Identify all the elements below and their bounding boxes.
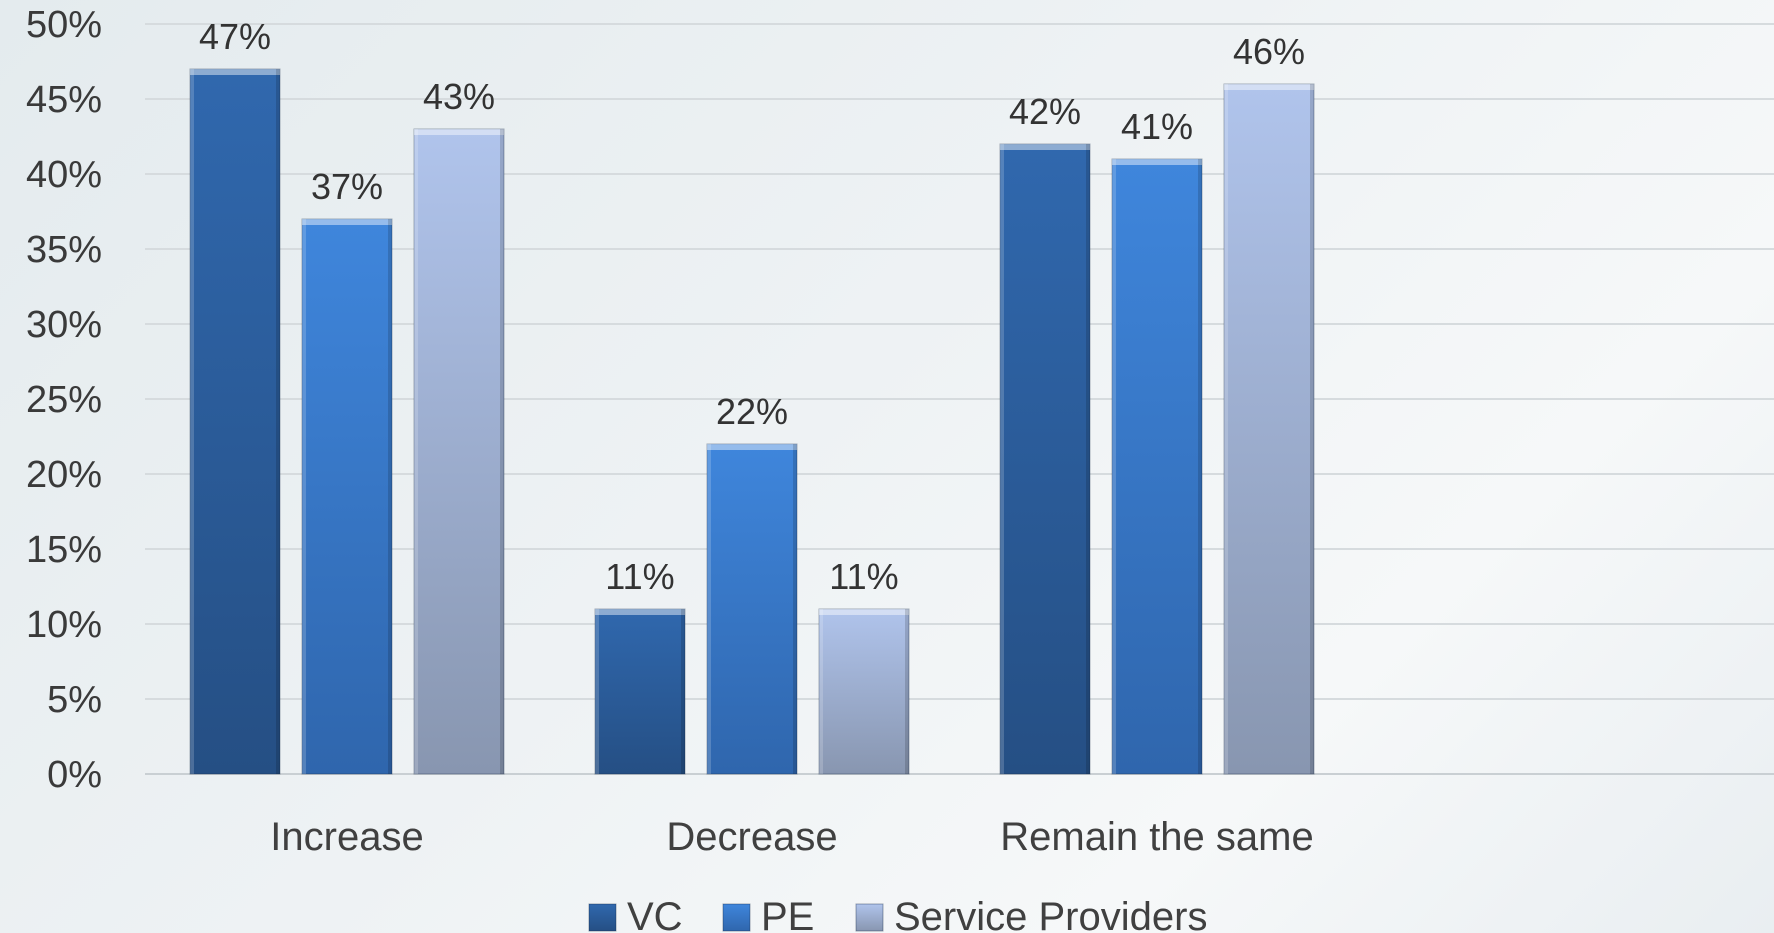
bar-left-bevel <box>1112 159 1116 774</box>
bar-right-bevel <box>500 129 504 774</box>
y-tick-label: 15% <box>26 529 102 571</box>
y-axis-tick-labels: 0% 5% 10% 15% 20% 25% 30% 35% 40% 45% 50% <box>26 4 102 796</box>
legend-item: PE <box>722 895 814 933</box>
bar-body <box>189 68 281 775</box>
bar-right-bevel <box>1198 159 1202 774</box>
legend-swatch <box>855 903 884 932</box>
bar-left-bevel <box>707 444 711 774</box>
data-label: 11% <box>829 556 898 597</box>
bar-body <box>1223 83 1315 775</box>
bar-left-bevel <box>819 609 823 774</box>
bar-right-bevel <box>1086 144 1090 774</box>
bar-top-bevel <box>1224 84 1314 90</box>
bar <box>189 68 281 775</box>
bar-body <box>413 128 505 775</box>
bar-left-bevel <box>595 609 599 774</box>
bar <box>413 128 505 775</box>
bar-top-bevel <box>414 129 504 135</box>
bar-top-bevel <box>707 444 797 450</box>
category-label: Remain the same <box>1000 815 1313 859</box>
legend-label: PE <box>761 895 814 933</box>
legend-label: VC <box>627 895 683 933</box>
bar-right-bevel <box>681 609 685 774</box>
y-tick-label: 30% <box>26 304 102 346</box>
data-label: 41% <box>1121 106 1193 147</box>
bar-left-bevel <box>1224 84 1228 774</box>
bar <box>818 608 910 775</box>
y-tick-label: 20% <box>26 454 102 496</box>
bar <box>1111 158 1203 775</box>
bar-top-bevel <box>595 609 685 615</box>
legend-label: Service Providers <box>894 895 1207 933</box>
bar-body <box>594 608 686 775</box>
y-tick-label: 10% <box>26 604 102 646</box>
bar-left-bevel <box>302 219 306 774</box>
y-tick-label: 25% <box>26 379 102 421</box>
bar-left-bevel <box>1000 144 1004 774</box>
bar-body <box>1111 158 1203 775</box>
y-tick-label: 50% <box>26 4 102 46</box>
bar-right-bevel <box>905 609 909 774</box>
bar-top-bevel <box>190 69 280 75</box>
bar <box>594 608 686 775</box>
bar-body <box>999 143 1091 775</box>
bar-top-bevel <box>819 609 909 615</box>
category-labels: Increase Decrease Remain the same <box>270 815 1313 859</box>
data-label: 11% <box>605 556 674 597</box>
category-label: Decrease <box>666 815 837 859</box>
data-label: 42% <box>1009 91 1081 132</box>
bar <box>301 218 393 775</box>
bar-right-bevel <box>276 69 280 774</box>
bar-body <box>818 608 910 775</box>
bar-top-bevel <box>302 219 392 225</box>
data-label: 46% <box>1233 31 1305 72</box>
legend-swatch <box>722 903 751 932</box>
data-label: 43% <box>423 76 495 117</box>
bar <box>706 443 798 775</box>
legend-swatch <box>588 903 617 932</box>
y-tick-label: 40% <box>26 154 102 196</box>
bar <box>999 143 1091 775</box>
y-tick-label: 45% <box>26 79 102 121</box>
bar-right-bevel <box>1310 84 1314 774</box>
data-label: 37% <box>311 166 383 207</box>
data-labels: 47% 37% 43% 11% 22% 11% 42% 41% 46% <box>199 16 1305 597</box>
data-label: 47% <box>199 16 271 57</box>
legend-item: VC <box>588 895 683 933</box>
bar-left-bevel <box>414 129 418 774</box>
bar <box>1223 83 1315 775</box>
bar-right-bevel <box>793 444 797 774</box>
bar-right-bevel <box>388 219 392 774</box>
bar-top-bevel <box>1000 144 1090 150</box>
y-tick-label: 0% <box>47 754 102 796</box>
bar-body <box>301 218 393 775</box>
legend: VC PE Service Providers <box>588 895 1207 933</box>
bar-left-bevel <box>190 69 194 774</box>
legend-item: Service Providers <box>855 895 1207 933</box>
data-label: 22% <box>716 391 788 432</box>
bars <box>189 68 1315 775</box>
y-tick-label: 5% <box>47 679 102 721</box>
bar-body <box>706 443 798 775</box>
y-tick-label: 35% <box>26 229 102 271</box>
category-label: Increase <box>270 815 423 859</box>
bar-top-bevel <box>1112 159 1202 165</box>
